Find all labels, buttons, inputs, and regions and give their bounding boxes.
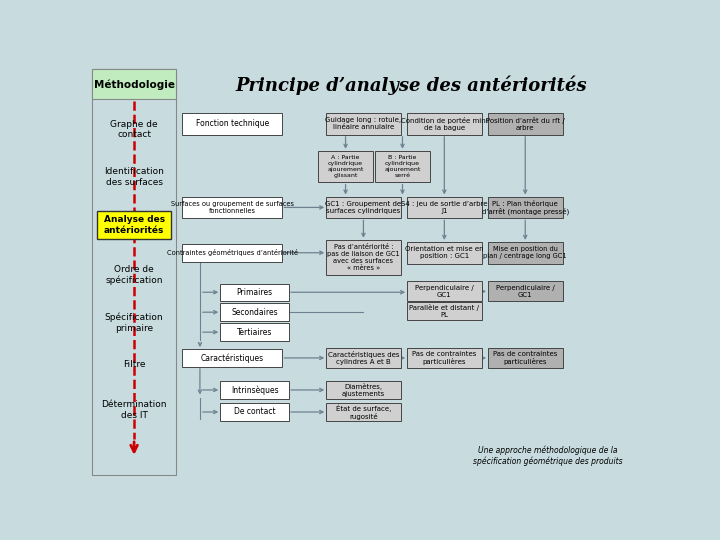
Text: De contact: De contact bbox=[234, 408, 276, 416]
FancyBboxPatch shape bbox=[326, 381, 401, 399]
Text: Surfaces ou groupement de surfaces
fonctionnelles: Surfaces ou groupement de surfaces fonct… bbox=[171, 201, 294, 214]
Text: Perpendiculaire /
GC1: Perpendiculaire / GC1 bbox=[415, 285, 474, 298]
Text: Méthodologie: Méthodologie bbox=[94, 79, 174, 90]
FancyBboxPatch shape bbox=[326, 403, 401, 421]
FancyBboxPatch shape bbox=[326, 113, 401, 134]
Text: PL : Plan théorique
d’arrêt (montage pressé): PL : Plan théorique d’arrêt (montage pre… bbox=[482, 200, 569, 215]
Text: Condition de portée mini
de la bague: Condition de portée mini de la bague bbox=[401, 117, 487, 131]
FancyBboxPatch shape bbox=[182, 244, 282, 262]
Text: Caractéristiques des
cylindres A et B: Caractéristiques des cylindres A et B bbox=[328, 351, 399, 365]
Text: État de surface,
rugosité: État de surface, rugosité bbox=[336, 404, 391, 420]
FancyBboxPatch shape bbox=[407, 348, 482, 368]
FancyBboxPatch shape bbox=[488, 242, 562, 264]
Text: Filtre: Filtre bbox=[123, 360, 145, 369]
Text: Détermination
des IT: Détermination des IT bbox=[102, 400, 167, 420]
Text: Fonction technique: Fonction technique bbox=[196, 119, 269, 129]
FancyBboxPatch shape bbox=[220, 284, 289, 301]
Text: Pas de contraintes
particulières: Pas de contraintes particulières bbox=[412, 351, 477, 365]
Text: Mise en position du
plan / centrage long GC1: Mise en position du plan / centrage long… bbox=[484, 246, 567, 259]
FancyBboxPatch shape bbox=[91, 69, 176, 475]
FancyBboxPatch shape bbox=[220, 403, 289, 421]
Text: Tertiaires: Tertiaires bbox=[237, 328, 272, 336]
Text: Pas de contraintes
particulières: Pas de contraintes particulières bbox=[493, 351, 557, 365]
Text: Graphe de
contact: Graphe de contact bbox=[110, 119, 158, 139]
Text: Intrinsèques: Intrinsèques bbox=[231, 385, 279, 395]
FancyBboxPatch shape bbox=[488, 197, 562, 218]
FancyBboxPatch shape bbox=[326, 240, 401, 275]
Text: Primaires: Primaires bbox=[237, 288, 273, 297]
FancyBboxPatch shape bbox=[488, 281, 562, 301]
FancyBboxPatch shape bbox=[375, 151, 430, 183]
Text: Perpendiculaire /
GC1: Perpendiculaire / GC1 bbox=[496, 285, 554, 298]
Text: Ordre de
spécification: Ordre de spécification bbox=[105, 265, 163, 285]
Text: Pas d’antériorité :
pas de liaison de GC1
avec des surfaces
« mères »: Pas d’antériorité : pas de liaison de GC… bbox=[327, 244, 400, 271]
Text: Contraintes géométriques d’antériorité: Contraintes géométriques d’antériorité bbox=[167, 249, 298, 256]
FancyBboxPatch shape bbox=[182, 113, 282, 134]
FancyBboxPatch shape bbox=[220, 381, 289, 399]
Text: Guidage long : rotule,
linéaire annulaire: Guidage long : rotule, linéaire annulair… bbox=[325, 117, 402, 130]
FancyBboxPatch shape bbox=[407, 113, 482, 134]
Text: Secondaires: Secondaires bbox=[231, 308, 278, 316]
Text: GC1 : Groupement de
surfaces cylindriques: GC1 : Groupement de surfaces cylindrique… bbox=[325, 201, 402, 214]
Text: Caractéristiques: Caractéristiques bbox=[201, 353, 264, 363]
FancyBboxPatch shape bbox=[182, 197, 282, 218]
Text: A : Partie
cylindrique
ajourement
glissant: A : Partie cylindrique ajourement glissa… bbox=[328, 156, 364, 178]
FancyBboxPatch shape bbox=[220, 323, 289, 341]
FancyBboxPatch shape bbox=[407, 281, 482, 301]
Text: Identification
des surfaces: Identification des surfaces bbox=[104, 167, 164, 187]
FancyBboxPatch shape bbox=[407, 242, 482, 264]
FancyBboxPatch shape bbox=[488, 348, 562, 368]
FancyBboxPatch shape bbox=[182, 349, 282, 367]
FancyBboxPatch shape bbox=[91, 69, 176, 99]
Text: B : Partie
cylindrique
ajourement
serré: B : Partie cylindrique ajourement serré bbox=[384, 156, 420, 178]
Text: Diamètres,
ajustements: Diamètres, ajustements bbox=[342, 383, 385, 397]
Text: Spécification
primaire: Spécification primaire bbox=[105, 313, 163, 333]
FancyBboxPatch shape bbox=[220, 303, 289, 321]
FancyBboxPatch shape bbox=[407, 302, 482, 320]
Text: Position d’arrêt du rft /
arbre: Position d’arrêt du rft / arbre bbox=[486, 117, 564, 131]
FancyBboxPatch shape bbox=[318, 151, 373, 183]
Text: Orientation et mise en
position : GC1: Orientation et mise en position : GC1 bbox=[405, 246, 484, 259]
Text: Une approche méthodologique de la
spécification géométrique des produits: Une approche méthodologique de la spécif… bbox=[473, 446, 622, 466]
FancyBboxPatch shape bbox=[326, 197, 401, 218]
Text: Principe d’analyse des antériorités: Principe d’analyse des antériorités bbox=[235, 76, 587, 96]
Text: S4 : jeu de sortie d’arbre
J1: S4 : jeu de sortie d’arbre J1 bbox=[401, 201, 487, 214]
Text: Parallèle et distant /
PL: Parallèle et distant / PL bbox=[410, 304, 480, 318]
FancyBboxPatch shape bbox=[488, 113, 562, 134]
FancyBboxPatch shape bbox=[96, 211, 171, 239]
Text: Analyse des
antériorités: Analyse des antériorités bbox=[104, 215, 165, 234]
FancyBboxPatch shape bbox=[407, 197, 482, 218]
FancyBboxPatch shape bbox=[326, 348, 401, 368]
